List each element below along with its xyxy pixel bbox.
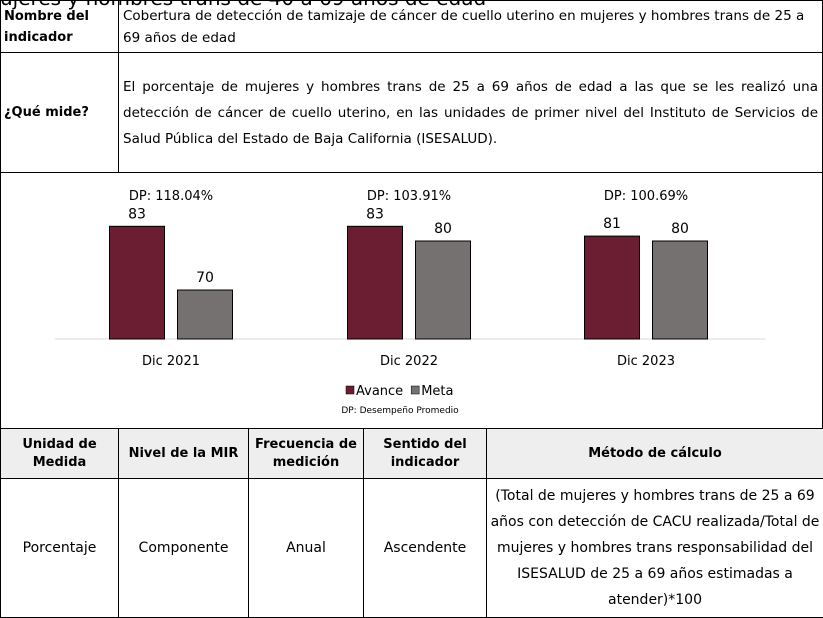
- bar: [347, 225, 403, 340]
- x-tick-label: Dic 2022: [380, 354, 438, 369]
- header-cell: Método de cálculo: [486, 428, 823, 479]
- data-label: 83: [128, 206, 146, 222]
- chart: Dic 2021 DP: 118.04% 83 70 Dic 2022 DP: 103.9…: [0, 172, 823, 429]
- value-cell: Cobertura de detección de tamizaje de cá…: [118, 0, 823, 53]
- chart-note: DP: Desempeño Promedio: [341, 406, 459, 416]
- data-label: 81: [603, 216, 621, 232]
- bar: [177, 289, 233, 340]
- cell-text: Anual: [286, 540, 326, 556]
- x-tick-label: Dic 2023: [617, 354, 675, 369]
- legend-label: Avance: [356, 384, 403, 399]
- header: Nivel de la MIR: [128, 445, 239, 461]
- cell-text-cell: Porcentaje: [0, 478, 119, 618]
- data-label: 80: [434, 221, 452, 237]
- page-title: ujeres y hombres trans de 40 a 69 años d…: [0, 0, 823, 8]
- cell-text-cell: (Total de mujeres y hombres trans de 25 …: [486, 478, 823, 618]
- cell-text: (Total de mujeres y hombres trans de 25 …: [490, 488, 820, 608]
- header-cell: Nivel de la MIR: [118, 428, 249, 479]
- label-cell: Nombre del indicador: [0, 0, 119, 53]
- legend-swatch: [410, 385, 420, 395]
- x-tick-label: Dic 2021: [142, 354, 200, 369]
- data-label: 83: [366, 206, 384, 222]
- cell-text: Componente: [138, 540, 229, 556]
- header: Frecuencia de medición: [255, 436, 357, 470]
- legend-label: Meta: [421, 384, 453, 399]
- header: Sentido del indicador: [383, 436, 467, 470]
- bar: [584, 235, 640, 340]
- label: ¿Qué mide?: [4, 105, 89, 120]
- bar: [109, 225, 165, 340]
- cell-text-cell: Componente: [118, 478, 249, 618]
- indicator-name: Cobertura de detección de tamizaje de cá…: [123, 7, 805, 46]
- label: Nombre del indicador: [4, 8, 89, 45]
- data-label: 70: [196, 270, 214, 286]
- header: Unidad de Medida: [22, 436, 97, 470]
- cell-text-cell: Ascendente: [363, 478, 487, 618]
- annotation: DP: 103.91%: [367, 189, 451, 204]
- header-cell: Unidad de Medida: [0, 428, 119, 479]
- bar: [652, 240, 708, 340]
- cell-text-cell: Anual: [248, 478, 364, 618]
- label-cell: ¿Qué mide?: [0, 52, 119, 173]
- header-cell: Sentido del indicador: [363, 428, 487, 479]
- legend-swatch: [345, 385, 355, 395]
- value-cell: El porcentaje de mujeres y hombres trans…: [118, 52, 823, 173]
- header: Método de cálculo: [588, 445, 722, 461]
- indicator-measures: El porcentaje de mujeres y hombres trans…: [123, 78, 818, 147]
- data-label: 80: [671, 221, 689, 237]
- annotation: DP: 118.04%: [129, 189, 213, 204]
- cell-text: Ascendente: [383, 540, 467, 556]
- cell-text: Porcentaje: [22, 540, 97, 556]
- annotation: DP: 100.69%: [604, 189, 688, 204]
- bar: [415, 240, 471, 340]
- header-cell: Frecuencia de medición: [248, 428, 364, 479]
